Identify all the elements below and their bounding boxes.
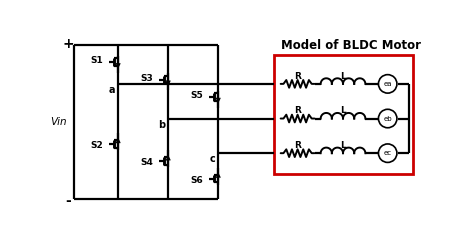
Text: R: R bbox=[294, 72, 301, 81]
Text: L: L bbox=[340, 141, 346, 150]
Text: R: R bbox=[294, 141, 301, 150]
Text: L: L bbox=[340, 106, 346, 115]
Text: L: L bbox=[340, 72, 346, 81]
Text: S1: S1 bbox=[90, 56, 103, 65]
Text: a: a bbox=[109, 85, 115, 95]
Text: S5: S5 bbox=[190, 91, 203, 100]
Text: Vin: Vin bbox=[50, 117, 66, 127]
Text: S6: S6 bbox=[190, 176, 203, 185]
Text: R: R bbox=[294, 106, 301, 115]
Text: c: c bbox=[209, 154, 215, 164]
Text: ea: ea bbox=[383, 81, 392, 87]
Text: +: + bbox=[62, 37, 74, 51]
Text: ec: ec bbox=[383, 150, 392, 156]
Text: eb: eb bbox=[383, 115, 392, 122]
Text: -: - bbox=[65, 194, 71, 208]
Text: b: b bbox=[158, 120, 165, 130]
Text: Model of BLDC Motor: Model of BLDC Motor bbox=[281, 39, 421, 52]
Text: S2: S2 bbox=[90, 141, 103, 150]
Text: S3: S3 bbox=[140, 74, 153, 83]
Text: S4: S4 bbox=[140, 158, 153, 167]
Bar bbox=[274, 55, 413, 174]
